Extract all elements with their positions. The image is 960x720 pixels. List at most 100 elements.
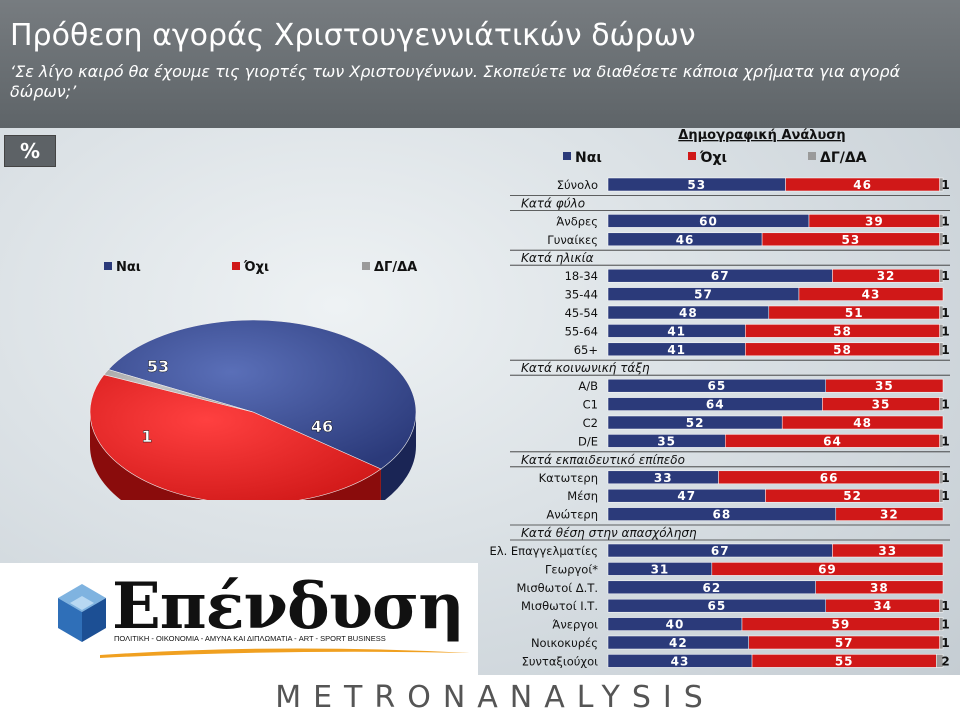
bar-data-label: 58 bbox=[833, 343, 852, 357]
row-label: Γεωργοί* bbox=[545, 562, 598, 576]
bar-data-label: 41 bbox=[667, 343, 686, 357]
bar-data-label: 32 bbox=[880, 508, 899, 522]
bar-legend-label: Όχι bbox=[699, 150, 727, 166]
logo-swoosh bbox=[100, 648, 470, 658]
bar-data-label: 1 bbox=[941, 214, 950, 228]
logo-tagline: ΠΟΛΙΤΙΚΗ - ΟΙΚΟΝΟΜΙΑ - ΑΜΥΝΑ ΚΑΙ ΔΙΠΛΩΜΑ… bbox=[114, 634, 386, 643]
bar-data-label: 64 bbox=[706, 398, 725, 412]
bar-data-label: 33 bbox=[878, 544, 897, 558]
row-label: 55-64 bbox=[565, 324, 598, 338]
bar-data-label: 40 bbox=[666, 618, 685, 632]
bar-segment bbox=[939, 397, 944, 411]
bar-segment bbox=[939, 635, 944, 650]
bar-data-label: 2 bbox=[941, 654, 950, 668]
bar-segment bbox=[939, 598, 944, 613]
bar-segment bbox=[939, 177, 944, 192]
row-label: Μισθωτοί Δ.Τ. bbox=[517, 581, 598, 595]
row-label: Κατωτερη bbox=[539, 471, 598, 485]
bar-data-label: 1 bbox=[941, 489, 950, 503]
pie-data-label: 53 bbox=[147, 357, 169, 376]
row-label: Άνεργοι bbox=[552, 618, 598, 632]
bar-legend-label: ΔΓ/ΔΑ bbox=[820, 150, 867, 166]
footer-band bbox=[0, 675, 960, 720]
bar-data-label: 43 bbox=[671, 654, 690, 668]
bar-data-label: 1 bbox=[941, 233, 950, 247]
bar-data-label: 69 bbox=[818, 562, 837, 576]
row-label: Σύνολο bbox=[557, 178, 598, 192]
bar-data-label: 41 bbox=[667, 324, 686, 338]
row-label: D/E bbox=[578, 434, 598, 448]
bar-segment bbox=[815, 580, 944, 595]
bar-data-label: 1 bbox=[941, 178, 950, 192]
bar-segment bbox=[939, 434, 944, 448]
bar-segment bbox=[939, 324, 944, 338]
bar-segment bbox=[798, 287, 944, 301]
bar-data-label: 64 bbox=[823, 434, 842, 448]
pie-data-label: 1 bbox=[141, 427, 152, 446]
pie-chart: Ναι Όχι ΔΓ/ΔΑ 53 46 1 bbox=[89, 260, 417, 500]
row-label: Μισθωτοί Ι.Τ. bbox=[521, 599, 598, 613]
bar-data-label: 52 bbox=[686, 416, 705, 430]
pie-legend-swatch bbox=[104, 262, 112, 270]
bar-segment bbox=[781, 415, 944, 430]
bar-segment bbox=[832, 543, 944, 558]
bar-data-label: 48 bbox=[853, 416, 872, 430]
row-label: 35-44 bbox=[565, 288, 598, 302]
group-label: Κατά ηλικία bbox=[521, 251, 594, 265]
bar-data-label: 51 bbox=[845, 306, 864, 320]
bar-data-label: 57 bbox=[835, 636, 854, 650]
group-label: Κατά θέση στην απασχόληση bbox=[521, 526, 697, 540]
bar-data-label: 1 bbox=[941, 306, 950, 320]
pie-slice-side bbox=[380, 412, 416, 500]
row-label: C2 bbox=[583, 416, 598, 430]
cube-logo-icon bbox=[58, 584, 106, 642]
bar-data-label: 35 bbox=[657, 434, 676, 448]
bar-legend-swatch bbox=[808, 152, 816, 160]
bar-data-label: 32 bbox=[877, 269, 896, 283]
bar-legend-label: Ναι bbox=[575, 150, 602, 166]
bar-data-label: 47 bbox=[677, 489, 696, 503]
bar-legend-swatch bbox=[563, 152, 571, 160]
bar-data-label: 65 bbox=[708, 379, 727, 393]
row-label: Συνταξιούχοι bbox=[522, 654, 599, 668]
bar-data-label: 46 bbox=[853, 178, 872, 192]
bar-data-label: 1 bbox=[941, 636, 950, 650]
bar-data-label: 35 bbox=[875, 379, 894, 393]
group-label: Κατά κοινωνική τάξη bbox=[521, 361, 650, 375]
row-label: 65+ bbox=[574, 343, 598, 357]
bar-data-label: 53 bbox=[842, 233, 861, 247]
bar-segment bbox=[939, 268, 944, 283]
row-label: Νοικοκυρές bbox=[531, 636, 598, 650]
logo-wordmark: Επένδυση bbox=[112, 569, 465, 644]
bar-data-label: 58 bbox=[833, 324, 852, 338]
bar-data-label: 65 bbox=[708, 599, 727, 613]
bar-data-label: 1 bbox=[941, 599, 950, 613]
header-band bbox=[0, 0, 960, 128]
bar-segment bbox=[939, 470, 944, 485]
bar-segment bbox=[939, 342, 944, 357]
bar-segment bbox=[939, 232, 944, 247]
group-label: Κατά εκπαιδευτικό επίπεδο bbox=[521, 453, 685, 467]
row-label: 45-54 bbox=[565, 306, 598, 320]
bar-data-label: 1 bbox=[941, 618, 950, 632]
bar-segment bbox=[939, 488, 944, 503]
bar-segment bbox=[939, 214, 944, 228]
pie-slice bbox=[89, 374, 382, 500]
bar-segment bbox=[835, 507, 944, 521]
percent-badge: % bbox=[4, 135, 56, 167]
bar-segment bbox=[711, 562, 944, 576]
bar-data-label: 34 bbox=[873, 599, 892, 613]
bar-data-label: 59 bbox=[831, 618, 850, 632]
pie-data-label: 46 bbox=[311, 417, 333, 436]
group-label: Κατά φύλο bbox=[521, 196, 585, 210]
row-label: A/B bbox=[578, 379, 598, 393]
bar-data-label: 55 bbox=[835, 654, 854, 668]
bar-data-label: 57 bbox=[694, 288, 713, 302]
row-label: Γυναίκες bbox=[547, 233, 598, 247]
bar-data-label: 1 bbox=[941, 343, 950, 357]
pie-slice bbox=[107, 319, 417, 470]
row-label: 18-34 bbox=[565, 269, 598, 283]
page-title: Πρόθεση αγοράς Χριστουγεννιάτικών δώρων bbox=[10, 18, 696, 53]
page-subtitle: ‘Σε λίγο καιρό θα έχουμε τις γιορτές των… bbox=[10, 62, 901, 101]
row-label: Ελ. Επαγγελματίες bbox=[490, 544, 598, 558]
